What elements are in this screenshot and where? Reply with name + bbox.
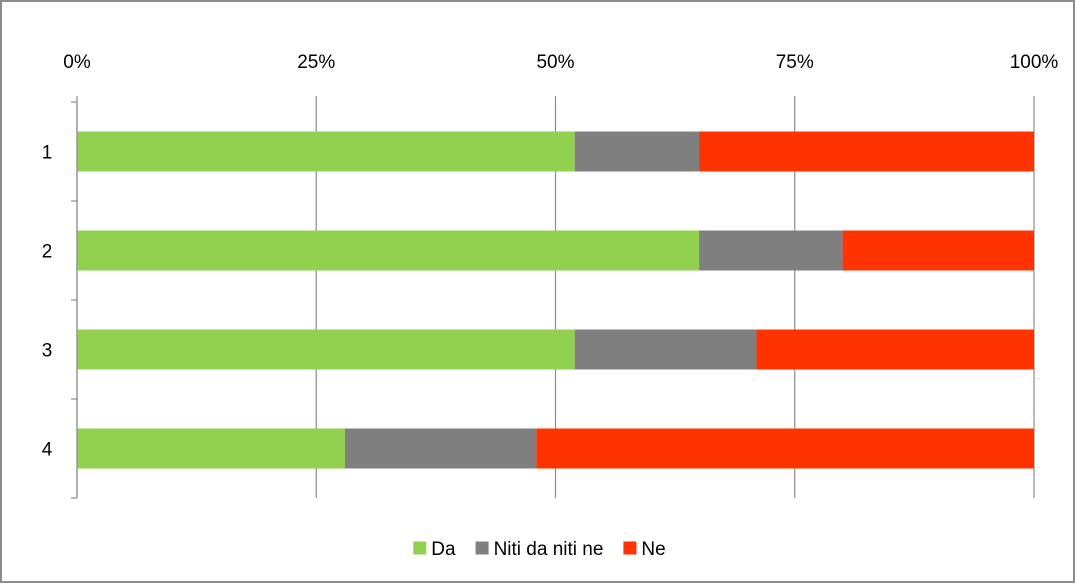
x-tick-label-0: 0%	[63, 52, 91, 73]
bar-1-series-0	[77, 131, 575, 172]
y-tick-label-2: 3	[42, 341, 53, 362]
legend-item-2: Ne	[623, 539, 666, 560]
legend-item-0: Da	[413, 539, 456, 560]
bar-3-series-0	[77, 329, 575, 370]
legend-label-1: Niti da niti ne	[494, 539, 604, 560]
bar-4-series-0	[77, 428, 345, 469]
legend-swatch-0	[413, 541, 427, 555]
legend-label-0: Da	[431, 539, 456, 560]
bar-1-series-2	[699, 131, 1034, 172]
bar-1-series-1	[574, 131, 700, 172]
y-tick-label-3: 4	[42, 440, 53, 461]
bar-4-series-2	[536, 428, 1034, 469]
y-tick-labels: 1 2 3 4	[42, 143, 53, 461]
bar-3-series-2	[756, 329, 1034, 370]
bar-4-series-1	[344, 428, 537, 469]
bars	[77, 131, 1034, 469]
x-tick-label-1: 25%	[297, 52, 335, 73]
legend-label-2: Ne	[641, 539, 665, 560]
bar-2-series-2	[842, 230, 1034, 271]
legend-swatch-1	[475, 541, 489, 555]
legend: Da Niti da niti ne Ne	[413, 539, 666, 560]
y-tick-label-0: 1	[42, 143, 53, 164]
bar-2-series-0	[77, 230, 700, 271]
y-tick-label-1: 2	[42, 242, 53, 263]
x-tick-label-3: 75%	[776, 52, 814, 73]
bar-3-series-1	[574, 329, 757, 370]
legend-swatch-2	[623, 541, 637, 555]
x-tick-label-4: 100%	[1010, 52, 1059, 73]
bar-2-series-1	[699, 230, 843, 271]
axes	[71, 96, 1035, 499]
x-tick-label-2: 50%	[536, 52, 574, 73]
legend-item-1: Niti da niti ne	[475, 539, 604, 560]
x-tick-labels: 0% 25% 50% 75% 100%	[63, 52, 1058, 73]
